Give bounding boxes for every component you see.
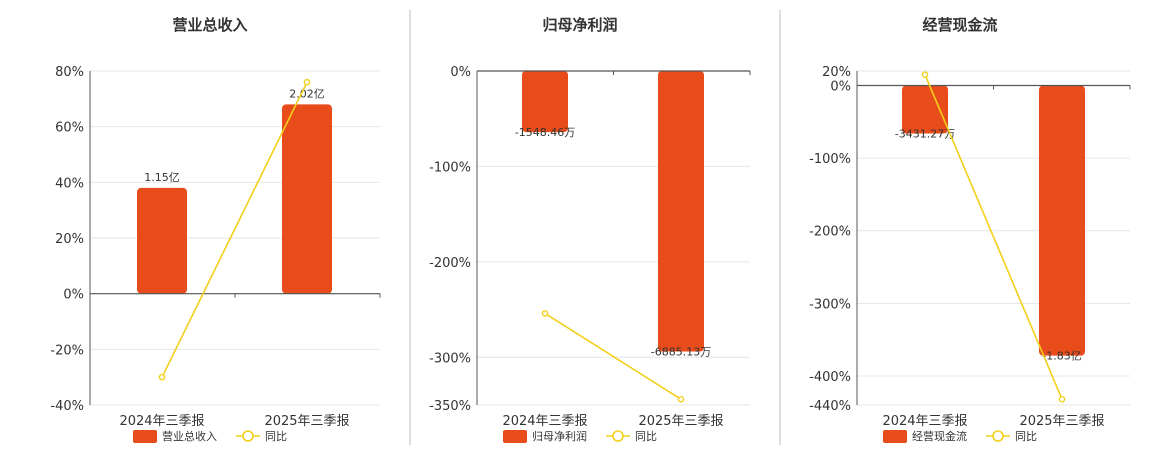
y-tick-label: -440% — [809, 399, 851, 414]
legend-bar-swatch — [503, 430, 527, 443]
bar — [1039, 85, 1085, 356]
y-tick-label: -40% — [50, 399, 84, 414]
cash-flow-chart-panel: 经营现金流 20%0% -100% -200% -300% -400% -440% -343… — [809, 16, 1131, 443]
chart-title: 归母净利润 — [542, 16, 617, 34]
legend-line-label: 同比 — [1015, 430, 1037, 443]
yoy-point — [921, 71, 929, 78]
y-tick-label: -20% — [50, 343, 84, 358]
bar-data-label: -6885.13万 — [651, 346, 711, 359]
y-tick-label: -300% — [809, 297, 851, 312]
bar — [137, 187, 187, 294]
yoy-line — [161, 81, 308, 378]
y-tick-label: -100% — [809, 152, 851, 167]
legend: 营业总收入 同比 — [133, 429, 287, 443]
yoy-point — [1058, 395, 1066, 403]
legend-bar-label: 营业总收入 — [162, 429, 217, 443]
y-tick-label: -350% — [429, 399, 471, 414]
x-category-label: 2025年三季报 — [264, 414, 349, 429]
legend: 归母净利润 同比 — [503, 429, 657, 443]
y-tick-label: -400% — [809, 370, 851, 385]
x-category-label: 2024年三季报 — [119, 414, 204, 429]
bar — [282, 104, 332, 294]
yoy-point — [303, 78, 311, 86]
y-tick-label: 0% — [450, 65, 471, 80]
legend-line-marker — [242, 430, 254, 442]
legend-bar-label: 归母净利润 — [532, 429, 587, 443]
y-tick-label: -100% — [429, 160, 471, 175]
legend-bar-swatch — [883, 430, 907, 443]
net-profit-chart-panel: 归母净利润 0% -100% -200% -300% -350% -1548.46万 -68… — [429, 16, 751, 443]
chart-title: 营业总收入 — [172, 16, 247, 34]
bar — [522, 71, 568, 133]
legend-bar-label: 经营现金流 — [912, 429, 967, 443]
revenue-chart-panel: 营业总收入 80% 60% 40% 20% 0% -20% -40% 1.15亿 2.02亿 20… — [50, 16, 381, 443]
y-tick-label: 20% — [822, 65, 851, 80]
bar-data-label: -1548.46万 — [515, 126, 575, 139]
legend-line-marker — [992, 430, 1004, 442]
legend-line-label: 同比 — [635, 430, 657, 443]
y-tick-label: 0% — [63, 288, 84, 303]
x-category-label: 2024年三季报 — [882, 414, 967, 429]
y-tick-label: -300% — [429, 351, 471, 366]
legend-line-label: 同比 — [265, 430, 287, 443]
x-category-label: 2025年三季报 — [638, 414, 723, 429]
y-tick-label: 40% — [55, 176, 84, 191]
yoy-point — [677, 395, 685, 403]
yoy-point — [158, 373, 166, 381]
bar — [658, 71, 704, 352]
legend-bar-swatch — [133, 430, 157, 443]
yoy-line — [544, 312, 682, 400]
y-tick-label: -200% — [809, 225, 851, 240]
y-tick-label: 80% — [55, 65, 84, 80]
y-tick-label: -200% — [429, 256, 471, 271]
legend-line-marker — [612, 430, 624, 442]
x-category-label: 2025年三季报 — [1019, 414, 1104, 429]
chart-title: 经营现金流 — [922, 16, 997, 34]
legend: 经营现金流 同比 — [883, 429, 1037, 443]
bar-data-label: -1.83亿 — [1042, 350, 1081, 363]
bar-data-label: -3431.27万 — [895, 127, 955, 140]
y-tick-label: 60% — [55, 121, 84, 136]
bar-data-label: 2.02亿 — [289, 87, 325, 100]
yoy-line — [924, 74, 1063, 400]
bar — [902, 85, 948, 134]
yoy-point — [541, 310, 549, 317]
y-tick-label: 0% — [830, 80, 851, 95]
y-tick-label: 20% — [55, 232, 84, 247]
bar-data-label: 1.15亿 — [144, 171, 180, 184]
x-category-label: 2024年三季报 — [502, 414, 587, 429]
